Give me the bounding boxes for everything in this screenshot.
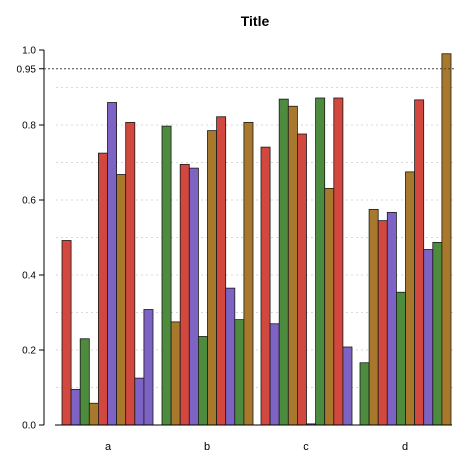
bar bbox=[161, 125, 172, 426]
bar bbox=[315, 97, 326, 426]
bar bbox=[179, 163, 190, 426]
bar bbox=[197, 336, 208, 426]
x-axis: a b c d bbox=[55, 424, 452, 453]
bar bbox=[134, 377, 145, 426]
bar bbox=[278, 98, 289, 426]
bar bbox=[116, 174, 127, 426]
bar-group-b bbox=[161, 116, 254, 426]
bar bbox=[170, 321, 181, 426]
bar bbox=[243, 121, 254, 426]
bar bbox=[79, 338, 90, 426]
bar bbox=[70, 388, 81, 426]
bar bbox=[216, 116, 227, 426]
bar bbox=[342, 346, 353, 426]
y-tick-label: 0.95 bbox=[17, 64, 37, 75]
bar bbox=[287, 105, 298, 426]
y-axis: 0.0 0.2 0.4 0.6 0.8 1.0 0.95 bbox=[17, 46, 45, 432]
bar bbox=[368, 208, 379, 426]
bar bbox=[207, 130, 218, 426]
x-tick-label: b bbox=[204, 441, 210, 453]
bar bbox=[98, 152, 108, 426]
y-tick-label: 0.4 bbox=[22, 271, 36, 282]
y-tick-label: 0.8 bbox=[22, 121, 36, 132]
y-tick-label: 1.0 bbox=[22, 46, 36, 57]
bar bbox=[107, 102, 118, 426]
bar bbox=[377, 220, 388, 426]
bar-group-a bbox=[61, 102, 154, 426]
y-tick-label: 0.6 bbox=[22, 196, 36, 207]
bar bbox=[125, 121, 136, 426]
bar bbox=[395, 291, 406, 426]
bar bbox=[405, 171, 416, 426]
bars bbox=[61, 53, 452, 426]
bar bbox=[225, 287, 236, 426]
bar bbox=[234, 319, 245, 426]
bar bbox=[359, 362, 370, 426]
bar-group-c bbox=[260, 97, 353, 426]
bar bbox=[269, 323, 280, 426]
bar bbox=[260, 146, 271, 426]
bar bbox=[414, 99, 425, 426]
y-tick-label: 0.2 bbox=[22, 346, 36, 357]
bar bbox=[432, 241, 443, 426]
chart-title: Title bbox=[241, 13, 270, 29]
bar bbox=[88, 402, 99, 426]
y-tick-label: 0.0 bbox=[22, 421, 36, 432]
bar bbox=[296, 133, 307, 426]
x-tick-label: a bbox=[105, 441, 112, 453]
bar bbox=[333, 97, 344, 426]
bar bbox=[61, 240, 72, 426]
bar bbox=[324, 187, 335, 426]
bar bbox=[386, 211, 397, 426]
bar bbox=[143, 309, 154, 426]
bar bbox=[423, 249, 434, 426]
x-tick-label: c bbox=[303, 441, 309, 453]
bar bbox=[441, 53, 452, 426]
bar-group-d bbox=[359, 53, 452, 426]
bar bbox=[188, 167, 199, 426]
x-tick-label: d bbox=[402, 441, 408, 453]
